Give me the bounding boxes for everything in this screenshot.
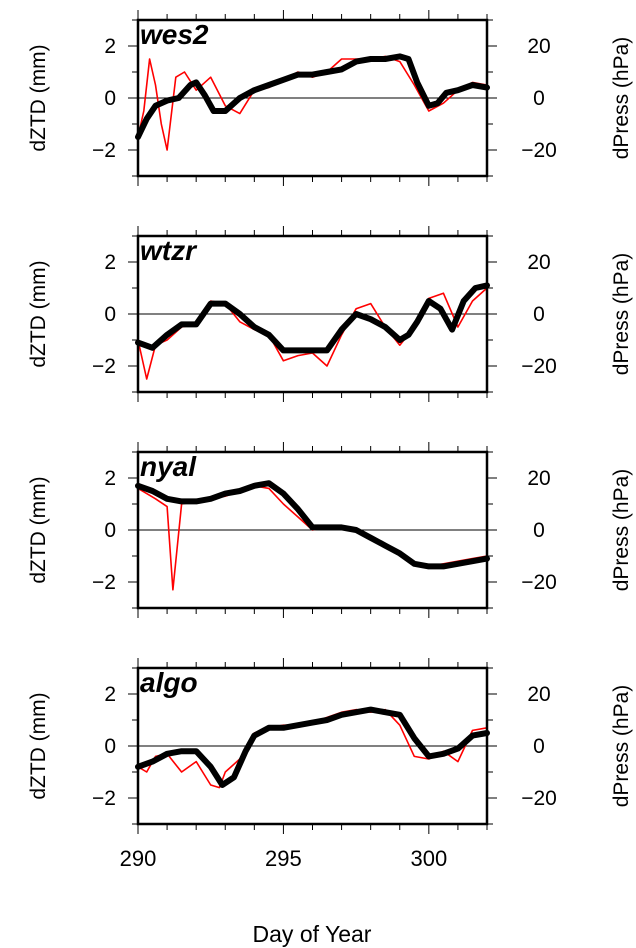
y-tick-label-right: 0	[533, 519, 545, 542]
dpress-series-line	[135, 282, 490, 354]
y-tick-label-left: −2	[92, 139, 116, 162]
dpress-series-line	[135, 480, 490, 570]
dpress-series-line	[135, 706, 490, 788]
y-axis-label-right: dPress (hPa)	[610, 253, 633, 376]
y-tick-label-right: 20	[527, 251, 550, 274]
y-tick-label-left: −2	[92, 355, 116, 378]
y-tick-label-left: 2	[104, 467, 116, 490]
station-label: nyal	[140, 451, 197, 482]
y-axis-label-right: dPress (hPa)	[610, 37, 633, 160]
y-tick-label-left: 0	[104, 303, 116, 326]
y-axis-label-left: dZTD (mm)	[27, 44, 50, 151]
y-tick-label-left: 2	[104, 35, 116, 58]
y-tick-label-right: 20	[527, 467, 550, 490]
y-axis-label-right: dPress (hPa)	[610, 685, 633, 808]
y-tick-label-right: 0	[533, 735, 545, 758]
y-axis-label-left: dZTD (mm)	[27, 692, 50, 799]
station-label: wtzr	[140, 235, 198, 266]
station-label: algo	[140, 667, 198, 698]
y-axis-label-left: dZTD (mm)	[27, 260, 50, 367]
y-tick-label-right: 0	[533, 87, 545, 110]
x-tick-label: 290	[120, 846, 157, 871]
y-tick-label-right: −20	[521, 139, 557, 162]
station-label: wes2	[140, 19, 209, 50]
y-tick-label-left: 2	[104, 251, 116, 274]
y-tick-label-right: −20	[521, 787, 557, 810]
y-tick-label-left: 0	[104, 519, 116, 542]
y-tick-label-right: 20	[527, 35, 550, 58]
x-tick-label: 295	[265, 846, 302, 871]
y-axis-label-right: dPress (hPa)	[610, 469, 633, 592]
x-axis-label: Day of Year	[253, 921, 372, 947]
y-axis-label-left: dZTD (mm)	[27, 476, 50, 583]
y-tick-label-left: 0	[104, 87, 116, 110]
y-tick-label-left: 2	[104, 683, 116, 706]
y-tick-label-right: −20	[521, 571, 557, 594]
y-tick-label-right: −20	[521, 355, 557, 378]
x-tick-label: 300	[410, 846, 447, 871]
y-tick-label-left: 0	[104, 735, 116, 758]
y-tick-label-right: 20	[527, 683, 550, 706]
y-tick-label-left: −2	[92, 787, 116, 810]
dpress-series-line	[135, 53, 490, 140]
y-tick-label-right: 0	[533, 303, 545, 326]
y-tick-label-left: −2	[92, 571, 116, 594]
